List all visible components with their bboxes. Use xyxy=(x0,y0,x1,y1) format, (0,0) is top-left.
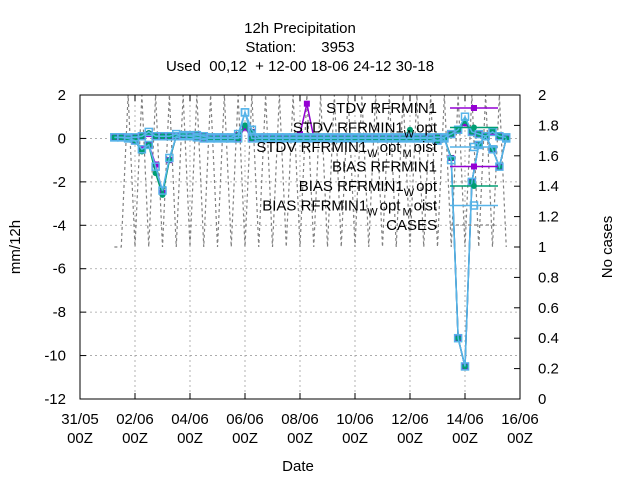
data-point xyxy=(474,140,483,150)
y-tick-label: -12 xyxy=(44,391,66,408)
x-tick-label: 00Z xyxy=(507,430,533,447)
y2-axis-label: No cases xyxy=(599,216,616,279)
data-point xyxy=(145,130,152,136)
y2-tick-label: 0.6 xyxy=(538,300,559,317)
data-point xyxy=(159,191,166,198)
legend-label: STDV RFRMIN1W opt xyxy=(293,120,438,141)
data-point xyxy=(144,140,153,150)
x-tick-label: 00Z xyxy=(67,430,93,447)
y-tick-label: -2 xyxy=(53,174,66,191)
x-tick-label: 00Z xyxy=(342,430,368,447)
data-point xyxy=(303,100,310,107)
title-line: Used 00,12 + 12-00 18-06 24-12 30-18 xyxy=(166,58,434,75)
y-tick-label: -8 xyxy=(53,304,66,321)
data-point xyxy=(240,108,250,117)
data-point xyxy=(144,127,153,137)
data-point xyxy=(502,134,511,143)
legend-label: BIAS RFRMIN1W opt xyxy=(299,178,438,199)
y2-tick-label: 2 xyxy=(538,87,546,104)
x-tick-label: 31/05 xyxy=(61,411,99,428)
x-tick-label: 16/06 xyxy=(501,411,539,428)
legend-marker xyxy=(471,183,477,189)
data-point xyxy=(247,125,257,134)
data-point xyxy=(447,155,456,165)
y-tick-label: 2 xyxy=(58,87,66,104)
data-point xyxy=(440,134,449,143)
x-tick-label: 00Z xyxy=(232,430,258,447)
chart-title: 12h Precipitation Station: 3953 Used 00,12… xyxy=(166,20,434,75)
y-tick-label: 0 xyxy=(58,130,66,147)
series-layer xyxy=(110,94,511,371)
data-point xyxy=(137,132,147,141)
series-cases xyxy=(114,94,507,248)
data-point xyxy=(151,162,160,171)
axis-tick-labels: 31/05 00Z 02/06 00Z 04/06 00Z 06/06 00Z 08/06 00Z… xyxy=(44,87,559,447)
legend-marker xyxy=(471,105,477,111)
data-point xyxy=(460,362,470,371)
data-point xyxy=(407,126,413,133)
x-tick-label: 00Z xyxy=(122,430,148,447)
data-point xyxy=(447,129,456,139)
legend-label: CASES xyxy=(386,217,437,234)
series-bias-wopt xyxy=(111,122,510,370)
y2-tick-label: 0.4 xyxy=(538,330,559,347)
legend-label: STDV RFRMIN1 xyxy=(326,100,437,117)
x-tick-label: 06/06 xyxy=(226,411,264,428)
x-tick-label: 00Z xyxy=(177,430,203,447)
legend-marker xyxy=(471,163,477,170)
data-point xyxy=(481,132,490,141)
data-point xyxy=(137,145,147,154)
y-tick-label: -6 xyxy=(53,261,66,278)
legend-marker xyxy=(469,142,479,152)
y2-tick-label: 1.4 xyxy=(538,178,559,195)
title-line: Station: 3953 xyxy=(245,39,354,56)
x-tick-label: 00Z xyxy=(287,430,313,447)
x-tick-label: 02/06 xyxy=(116,411,154,428)
y-tick-label: -4 xyxy=(53,217,66,234)
legend-label: BIAS RFRMIN1 xyxy=(332,159,437,176)
data-point xyxy=(242,122,248,129)
y2-tick-label: 1 xyxy=(538,239,546,256)
legend-marker xyxy=(471,124,477,131)
data-point xyxy=(165,153,174,163)
x-tick-label: 14/06 xyxy=(446,411,484,428)
x-axis-label: Date xyxy=(282,458,314,475)
y2-tick-label: 0 xyxy=(538,391,546,408)
y-tick-label: -10 xyxy=(44,348,66,365)
data-point xyxy=(453,333,463,343)
y-axis-label: mm/12h xyxy=(7,220,24,274)
y2-tick-label: 1.8 xyxy=(538,117,559,134)
data-point xyxy=(488,127,497,137)
x-tick-label: 08/06 xyxy=(281,411,319,428)
y2-tick-label: 0.8 xyxy=(538,269,559,286)
x-tick-label: 04/06 xyxy=(171,411,209,428)
data-point xyxy=(488,145,497,154)
y2-tick-label: 1.6 xyxy=(538,148,559,165)
y2-tick-label: 1.2 xyxy=(538,209,559,226)
legend-marker xyxy=(469,201,479,210)
data-point xyxy=(158,186,167,195)
data-point xyxy=(460,112,470,121)
x-tick-label: 00Z xyxy=(452,430,478,447)
data-point xyxy=(233,134,243,143)
x-tick-label: 10/06 xyxy=(336,411,374,428)
data-point xyxy=(453,125,463,134)
y2-tick-label: 0.2 xyxy=(538,361,559,378)
x-tick-label: 12/06 xyxy=(391,411,429,428)
series-bias-wopt-moist xyxy=(110,108,511,371)
data-point xyxy=(130,136,140,145)
title-line: 12h Precipitation xyxy=(244,20,356,37)
series-line xyxy=(114,94,507,248)
x-tick-label: 00Z xyxy=(397,430,423,447)
